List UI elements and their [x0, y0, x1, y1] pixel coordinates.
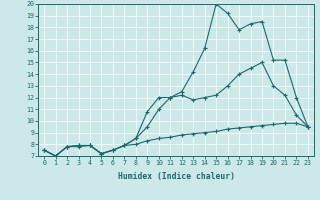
- X-axis label: Humidex (Indice chaleur): Humidex (Indice chaleur): [117, 172, 235, 181]
